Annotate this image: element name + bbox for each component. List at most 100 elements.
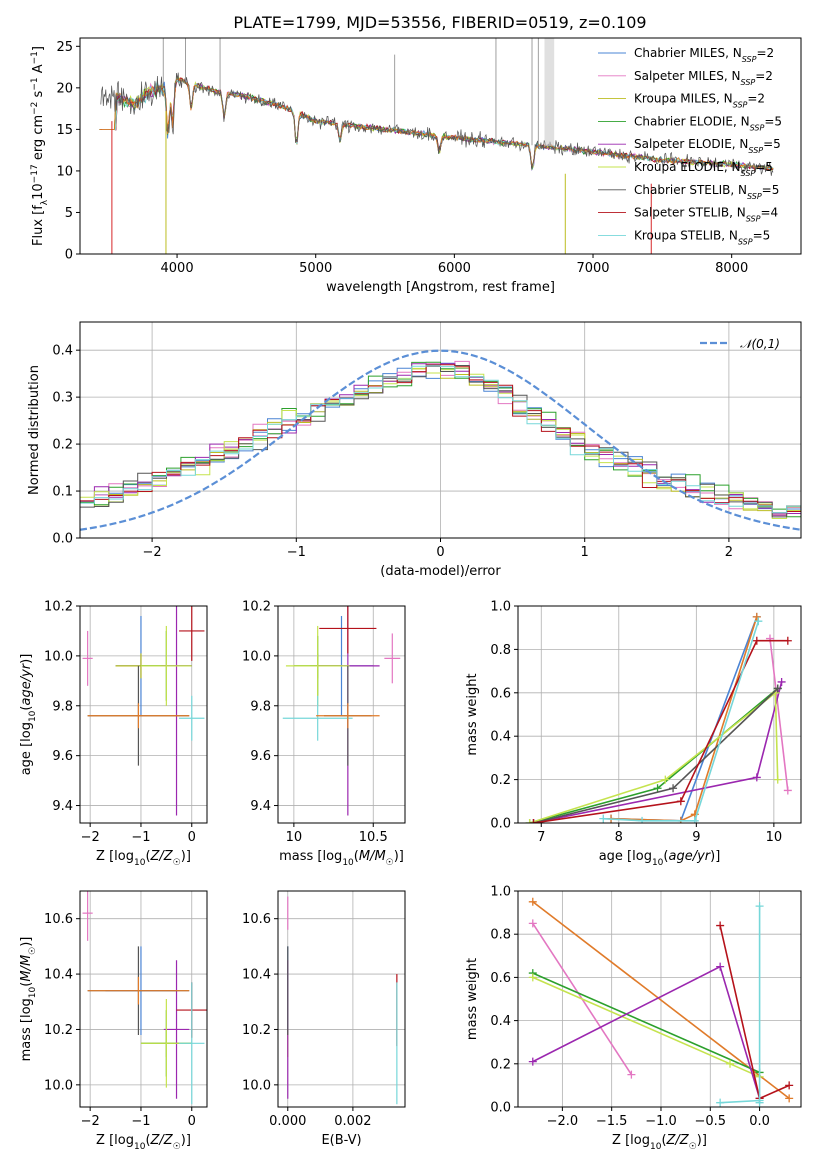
y-tick-label: 0.0 [490,817,511,832]
x-tick-label: −1 [131,1114,150,1129]
y-tick-label: 0.4 [490,1014,511,1029]
y-tick-label: 0.8 [490,643,511,658]
data-point [87,703,190,729]
legend-name: Salpeter STELIB, N [634,206,746,220]
y-tick-label: 0.0 [490,1101,511,1116]
axes-frame [517,605,802,824]
legend-value: =2 [755,69,773,83]
label-part: 10 [134,1142,146,1152]
weight-marker [777,677,786,686]
y-tick-label: 10 [56,164,73,179]
y-tick-label: 10.2 [242,600,271,615]
y-axis-label: mass weight [465,958,480,1040]
y-tick-label: 0.4 [490,730,511,745]
axes-mass-vs-ebv: 0.000 0.002 10.0 10.2 10.4 10.6 E(B-V) [242,890,406,1148]
y-tick-label: 5 [65,206,73,221]
x-tick-label: −1 [287,545,306,560]
weight-marker [716,1098,725,1107]
label-part: ( [145,849,150,864]
y-tick-label: 15 [56,123,73,138]
legend-entry: Chabrier STELIB, NSSP=5 [634,183,779,201]
weight-marker [773,684,782,693]
legend-entry: 𝒩(0,1) [740,337,780,351]
legend-name: Salpeter ELODIE, N [634,137,748,151]
weight-marker [528,919,537,928]
label-part: ( [354,849,359,864]
label-part: −2 [30,102,40,115]
label-part: ( [145,1133,150,1148]
label-part: Z/Z [150,849,174,864]
legend-name: Chabrier ELODIE, N [634,114,750,128]
weight-marker [755,1098,764,1107]
x-tick-label: −2 [81,1114,100,1129]
label-part: 10 [28,710,38,722]
legend-value: =2 [747,92,765,106]
label-part: M/M [359,849,386,864]
weight-marker [754,617,763,626]
legend-sub: SSP [748,146,763,155]
axes-frame [79,605,208,824]
legend-name: Salpeter MILES, N [634,69,741,83]
weight-marker [773,775,782,784]
plot-area [82,606,205,816]
legend-entry: Chabrier ELODIE, NSSP=5 [634,114,782,131]
legend-name: Kroupa ELODIE, N [634,160,741,174]
y-axis-label: Normed distribution [27,365,42,495]
legend-value: =5 [762,183,780,197]
y-tick-label: 9.6 [52,749,73,764]
data-point [319,606,377,654]
label-part: age [log [19,722,34,775]
weight-series-line [610,616,758,822]
x-tick-label: 2 [725,545,733,560]
y-tick-label: 1.0 [490,885,511,900]
x-tick-label: 4000 [161,261,194,276]
axes-weight-vs-Z: −2.0 −1.5 −1.0 −0.5 0.0 0.0 0.2 0.4 0.6 0.8 1.0 Z [… [465,885,802,1152]
label-part: mass weight [465,673,480,755]
axes-frame [517,890,802,1108]
label-part: E(B-V) [321,1133,361,1148]
label-part: −1 [30,77,40,90]
weight-marker [528,897,537,906]
label-part: )] [19,937,34,947]
weight-series-line [532,976,760,1078]
x-tick-label: 10 [286,830,303,845]
legend-sub: SSP [750,123,765,132]
weight-marker [528,973,537,982]
label-part: ☉ [689,1142,697,1152]
y-tick-label: 10.4 [44,968,73,983]
label-part: )] [181,849,191,864]
y-tick-label: 9.4 [250,799,271,814]
label-part: erg cm [31,115,46,164]
label-part: s [31,90,46,101]
label-part: 10 [650,1142,662,1152]
label-part: mass [log [19,998,34,1061]
x-axis-label: age [log10(age/yr)] [599,849,721,868]
y-tick-label: 0.3 [52,391,73,406]
y-tick-label: 0.2 [490,1057,511,1072]
residual-histogram-8 [80,365,801,514]
weight-marker [716,921,725,930]
label-part: A [31,64,46,77]
label-part: −17 [30,164,40,183]
data-point [282,695,353,741]
label-part: Z [log [612,1133,650,1148]
weight-series-line [532,901,790,1100]
weight-marker [785,1081,794,1090]
data-point [87,976,190,1005]
weight-series-line [533,639,788,823]
label-part: )] [710,849,720,864]
plot-area [528,897,794,1107]
legend-name: Chabrier MILES, N [634,46,742,60]
x-tick-label: 0 [188,1114,196,1129]
label-part: Z/Z [150,1133,174,1148]
x-tick-label: 7000 [576,261,609,276]
label-part: ( [19,982,34,987]
legend-entry: Chabrier MILES, NSSP=2 [634,46,774,64]
weight-series-line [720,906,761,1104]
label-part: ] [31,46,46,51]
y-tick-label: 10.2 [242,1023,271,1038]
label-part: −1 [30,51,40,64]
